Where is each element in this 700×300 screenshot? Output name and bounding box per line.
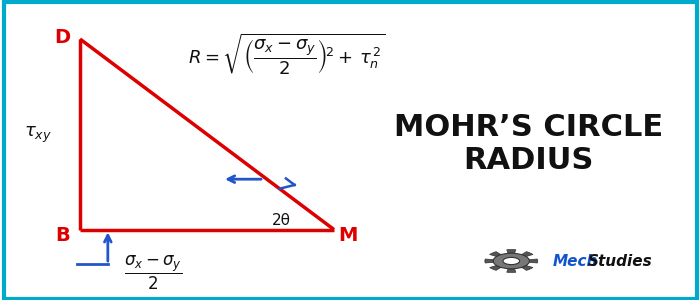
Text: 2θ: 2θ — [272, 213, 291, 228]
Text: MOHR’S CIRCLE
RADIUS: MOHR’S CIRCLE RADIUS — [394, 113, 663, 175]
Wedge shape — [522, 266, 533, 270]
Text: Mech: Mech — [553, 254, 598, 268]
Wedge shape — [522, 252, 533, 256]
Wedge shape — [507, 269, 516, 272]
Wedge shape — [485, 259, 494, 263]
Text: $R = \sqrt{\left(\dfrac{\sigma_x - \sigma_y}{2}\right)^{\!2} + \,\tau_n^{\,2}}$: $R = \sqrt{\left(\dfrac{\sigma_x - \sigm… — [188, 32, 386, 76]
Text: M: M — [338, 226, 358, 245]
Wedge shape — [489, 266, 501, 270]
Wedge shape — [529, 259, 538, 263]
Text: $\dfrac{\sigma_x - \sigma_y}{2}$: $\dfrac{\sigma_x - \sigma_y}{2}$ — [124, 254, 182, 292]
Text: B: B — [55, 226, 70, 245]
Wedge shape — [507, 250, 516, 253]
Circle shape — [503, 257, 519, 265]
Text: Studies: Studies — [588, 254, 652, 268]
Text: D: D — [55, 28, 71, 47]
Circle shape — [494, 253, 529, 269]
Wedge shape — [489, 252, 501, 256]
Text: $\tau_{xy}$: $\tau_{xy}$ — [25, 125, 52, 145]
